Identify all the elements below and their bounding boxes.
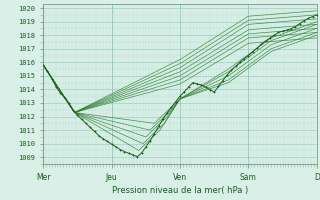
X-axis label: Pression niveau de la mer( hPa ): Pression niveau de la mer( hPa ) xyxy=(112,186,248,195)
